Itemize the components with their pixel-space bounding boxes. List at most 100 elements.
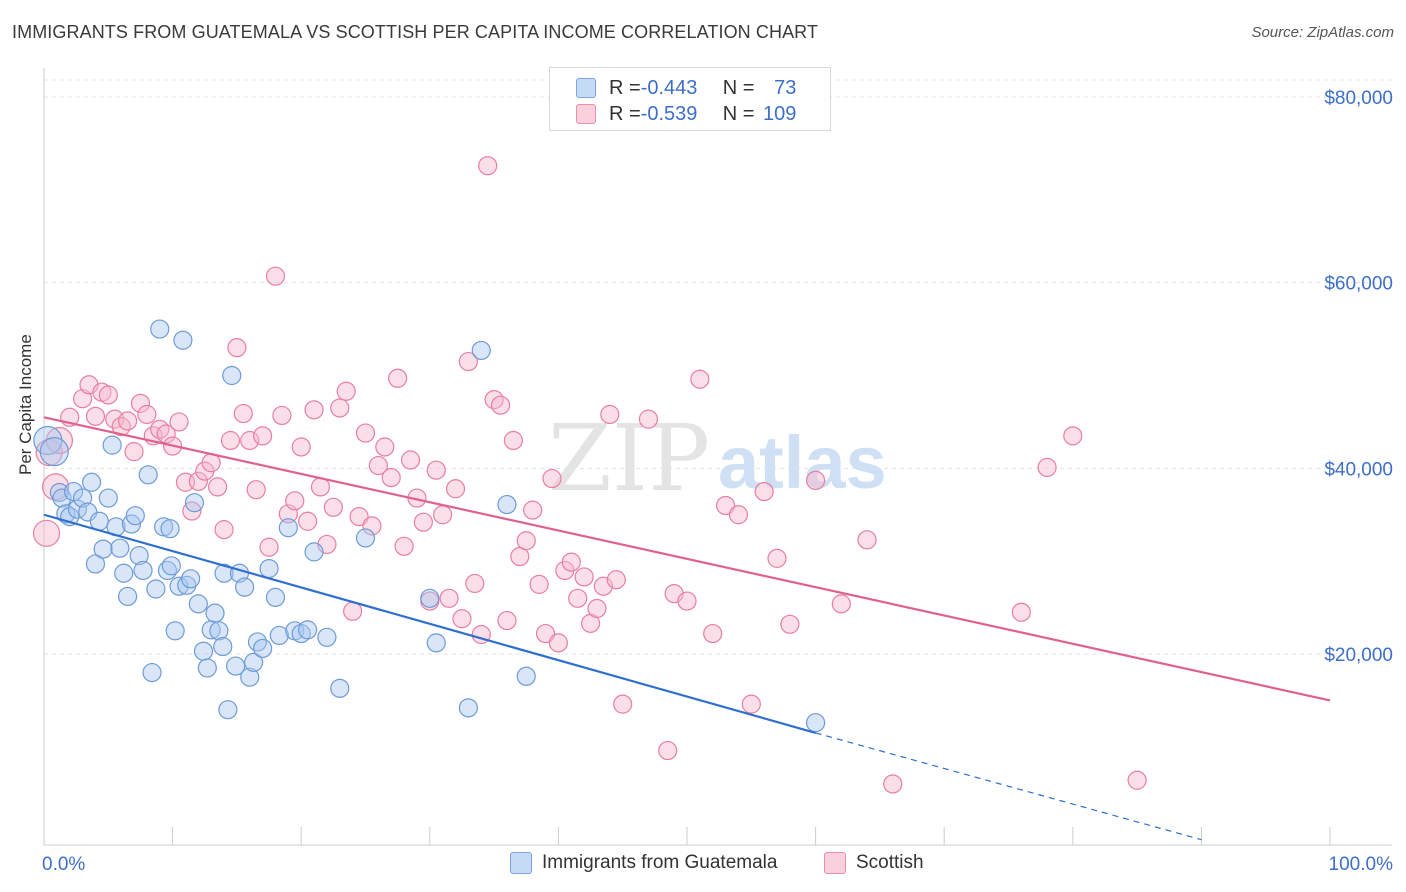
scottish-point [638, 409, 659, 429]
guatemala-point [117, 586, 138, 607]
guatemala-point [160, 519, 180, 539]
guatemala-point [129, 545, 149, 566]
scottish-point [291, 437, 311, 457]
correlation-legend: R = -0.443 N = 73 R = -0.539 N = 109 [549, 67, 831, 131]
guatemala-point [247, 632, 268, 652]
scottish-point [535, 623, 556, 644]
scottish-point [465, 573, 485, 594]
scottish-point [568, 588, 588, 608]
scottish-point [728, 505, 749, 525]
legend-swatch-pink [576, 104, 596, 124]
scottish-point [857, 530, 877, 550]
scottish-point [220, 430, 241, 451]
guatemala-point [98, 488, 118, 508]
scottish-point [445, 479, 466, 499]
scottish-point [41, 473, 70, 501]
scottish-point [156, 424, 176, 444]
scottish-trend-line [43, 416, 1331, 702]
legend-swatch-blue [576, 78, 596, 98]
scottish-point [542, 468, 562, 489]
legend-n-label: N = [722, 102, 755, 125]
guatemala-point [278, 518, 298, 538]
guatemala-point [153, 517, 174, 537]
guatemala-trend-line [43, 513, 816, 734]
guatemala-point [39, 437, 69, 467]
scottish-point [478, 156, 498, 176]
scottish-point [336, 381, 356, 401]
guatemala-point [197, 658, 217, 678]
guatemala-point [471, 340, 491, 361]
guatemala-point [161, 556, 181, 576]
scottish-point [246, 480, 266, 500]
y-tick-label: $40,000 [1324, 459, 1393, 480]
scottish-point [741, 694, 761, 714]
scottish-point [259, 537, 279, 557]
guatemala-point [205, 603, 225, 623]
scottish-point [400, 450, 421, 470]
scottish-point [548, 633, 569, 653]
guatemala-point [497, 494, 517, 515]
scottish-point [214, 520, 234, 540]
scottish-point [394, 536, 414, 556]
guatemala-point [173, 330, 193, 350]
scottish-point [574, 567, 594, 587]
guatemala-points [33, 319, 826, 733]
scottish-point [265, 266, 286, 286]
guatemala-point [458, 698, 478, 718]
scottish-point [117, 411, 138, 431]
guatemala-point [226, 656, 246, 676]
guatemala-point [110, 538, 130, 558]
bottom-legend-label: Immigrants from Guatemala [542, 852, 778, 873]
guatemala-point [330, 678, 350, 698]
guatemala-point [244, 652, 264, 672]
guatemala-point [81, 472, 102, 492]
scottish-point [304, 400, 324, 420]
guatemala-point [265, 587, 286, 607]
y-axis-label: Per Capita Income [16, 334, 35, 475]
tick-labels: $20,000 $40,000 $60,000 $80,000 0.0% 100.0% [42, 88, 1393, 875]
y-tick-label: $60,000 [1324, 274, 1393, 295]
scottish-point [208, 477, 228, 497]
guatemala-point [85, 554, 106, 574]
scottish-point [253, 426, 273, 446]
guatemala-point [253, 638, 273, 659]
scottish-point [98, 385, 118, 405]
guatemala-point [235, 577, 255, 597]
scottish-point [1037, 457, 1057, 478]
scottish-point [831, 594, 851, 614]
scottish-point [587, 598, 607, 619]
scottish-point [439, 588, 459, 608]
guatemala-point [317, 627, 337, 647]
y-tick-label: $80,000 [1324, 88, 1393, 109]
axes [43, 68, 1392, 846]
guatemala-point [102, 435, 122, 455]
scottish-point [124, 442, 144, 462]
scottish-point [883, 774, 903, 794]
scottish-point [1011, 602, 1031, 622]
scottish-point [433, 505, 453, 525]
bottom-legend-swatch-pink [824, 852, 846, 874]
scottish-point [600, 404, 620, 425]
scottish-point [362, 516, 382, 536]
guatemala-point [165, 621, 185, 641]
guatemala-point [209, 621, 229, 641]
guatemala-point [125, 506, 145, 526]
scottish-point [32, 519, 61, 547]
scottish-point [349, 507, 369, 527]
scottish-point [381, 468, 401, 488]
guatemala-point [218, 700, 238, 720]
scottish-point [413, 512, 433, 532]
guatemala-point [150, 319, 170, 339]
scottish-points [32, 156, 1147, 794]
scottish-point [388, 368, 408, 388]
guatemala-trend-extension [815, 732, 1202, 841]
guatemala-point [138, 465, 158, 485]
guatemala-point [146, 579, 166, 599]
scottish-point [497, 610, 517, 631]
legend-n-value: 109 [763, 102, 797, 125]
scottish-point [458, 351, 478, 372]
scottish-point [503, 430, 523, 451]
trend-lines [43, 416, 1331, 841]
bottom-legend-guatemala: Immigrants from Guatemala [510, 852, 777, 874]
